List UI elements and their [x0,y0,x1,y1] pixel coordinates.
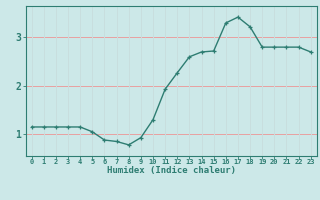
X-axis label: Humidex (Indice chaleur): Humidex (Indice chaleur) [107,166,236,175]
